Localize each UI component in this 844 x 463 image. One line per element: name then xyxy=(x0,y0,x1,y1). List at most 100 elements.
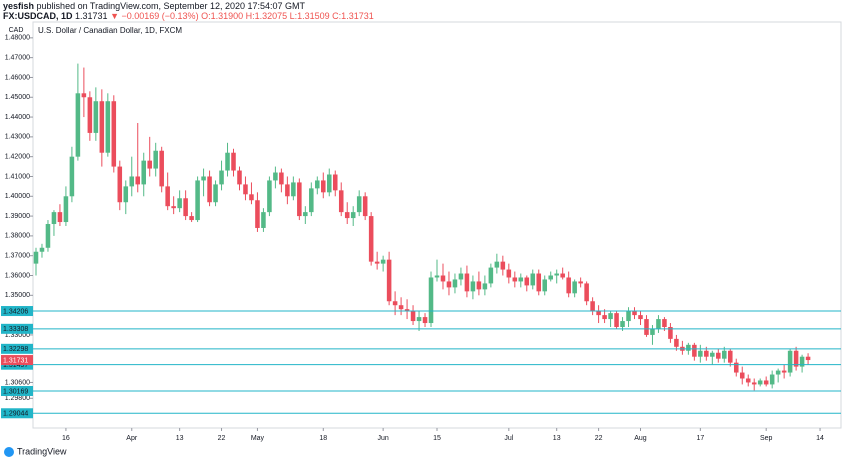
candle-body xyxy=(452,279,458,288)
candle-body xyxy=(63,196,69,223)
symbol: FX:USDCAD, 1D xyxy=(3,11,73,21)
plot-frame xyxy=(32,21,842,429)
candle-body xyxy=(33,251,39,264)
candle-body xyxy=(464,273,470,292)
candle-body xyxy=(757,380,763,385)
candle-body xyxy=(243,184,248,195)
candle-body xyxy=(350,212,356,219)
x-tick-label: May xyxy=(251,435,265,442)
candle-body xyxy=(135,176,141,185)
candle-body xyxy=(739,372,745,379)
y-tick-label: 1.40000 xyxy=(5,193,30,200)
candle-body xyxy=(291,182,296,197)
y-tick-label: 1.48000 xyxy=(5,35,30,42)
candle-body xyxy=(255,200,260,228)
candle-body xyxy=(686,344,691,351)
candle-body xyxy=(201,176,206,181)
candle-body xyxy=(141,160,147,185)
candle-body xyxy=(344,212,350,219)
candle-body xyxy=(745,378,751,383)
last: 1.31731 xyxy=(75,11,108,21)
y-tick-label: 1.43000 xyxy=(5,134,30,141)
x-tick-label: Aug xyxy=(634,435,647,442)
candle-body xyxy=(620,321,625,327)
last-price-box xyxy=(1,355,33,366)
candle-body xyxy=(165,186,170,207)
candle-body xyxy=(638,315,643,320)
candle-body xyxy=(530,273,536,286)
candle-body xyxy=(644,319,649,335)
candle-body xyxy=(584,283,589,302)
candle-body xyxy=(716,352,721,359)
candle-body xyxy=(434,275,440,278)
candle-body xyxy=(195,180,200,221)
candle-body xyxy=(309,188,314,213)
candle-body xyxy=(799,356,805,367)
candle-body xyxy=(428,277,434,324)
x-tick-label: 22 xyxy=(218,435,226,442)
candle-body xyxy=(787,350,793,373)
candle-body xyxy=(518,277,524,282)
y-tick-label: 1.30600 xyxy=(5,379,30,386)
level-label-box xyxy=(1,306,33,317)
level-label: 1.30169 xyxy=(3,388,28,395)
candle-body xyxy=(81,93,87,98)
x-tick-label: 13 xyxy=(553,435,561,442)
candle-body xyxy=(775,370,781,375)
candle-body xyxy=(488,267,494,284)
y-tick-label: 1.44000 xyxy=(5,114,30,121)
candle-body xyxy=(338,190,344,213)
candle-body xyxy=(578,281,583,284)
candle-body xyxy=(596,311,601,316)
candle-body xyxy=(692,344,697,357)
candle-body xyxy=(512,277,518,282)
candle-body xyxy=(117,166,123,203)
candle-body xyxy=(93,101,99,133)
candle-body xyxy=(362,196,368,217)
x-tick-label: 13 xyxy=(176,435,184,442)
candle-body xyxy=(99,101,105,153)
y-tick-label: 1.45000 xyxy=(5,94,30,101)
candle-body xyxy=(722,350,727,359)
candle-body xyxy=(219,170,224,185)
x-tick-label: 22 xyxy=(595,435,603,442)
candle-body xyxy=(57,212,63,223)
candle-body xyxy=(602,315,607,320)
candle-body xyxy=(422,317,428,324)
candle-body xyxy=(225,152,230,171)
y-tick-label: 1.41000 xyxy=(5,173,30,180)
level-label: 1.33308 xyxy=(3,326,28,333)
candle-body xyxy=(572,281,577,294)
ohlc: O:1.31900 H:1.32075 L:1.31509 C:1.31731 xyxy=(201,11,374,21)
candle-body xyxy=(267,180,272,213)
level-label: 1.31497 xyxy=(3,362,28,369)
chart-title: U.S. Dollar / Canadian Dollar, 1D, FXCM xyxy=(38,26,182,35)
candle-body xyxy=(380,259,386,264)
candle-body xyxy=(548,275,553,280)
candle-body xyxy=(626,311,631,322)
candle-body xyxy=(590,301,595,312)
candle-body xyxy=(368,216,374,262)
candle-body xyxy=(69,156,75,197)
y-tick-label: 1.35000 xyxy=(5,292,30,299)
candle-body xyxy=(213,184,218,203)
x-tick-label: Apr xyxy=(126,435,138,442)
candle-body xyxy=(410,311,416,322)
candle-body xyxy=(207,176,212,203)
candle-body xyxy=(183,198,188,217)
y-tick-label: 1.46000 xyxy=(5,74,30,81)
y-tick-label: 1.42000 xyxy=(5,154,30,161)
candle-body xyxy=(129,176,135,187)
level-label-box xyxy=(1,343,33,354)
y-tick-label: 1.36000 xyxy=(5,272,30,279)
candle-body xyxy=(332,174,338,191)
candle-body xyxy=(710,352,715,357)
candle-body xyxy=(793,350,799,367)
candle-body xyxy=(560,273,565,278)
candle-body xyxy=(446,281,452,288)
x-tick-label: 15 xyxy=(433,435,441,442)
candle-body xyxy=(285,184,290,197)
candle-body xyxy=(374,261,380,264)
